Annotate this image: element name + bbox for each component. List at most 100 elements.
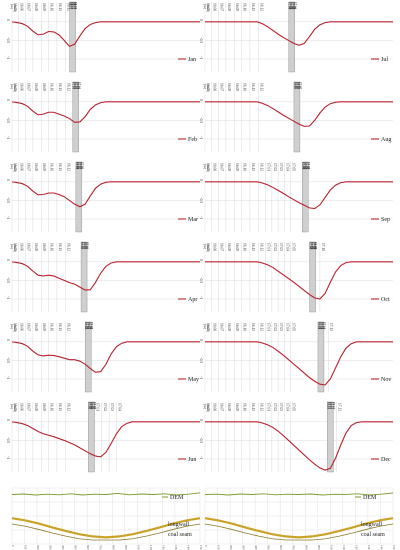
x-tick-label: 16.09: [42, 403, 46, 411]
y-tick-label: 0: [199, 99, 203, 101]
x-tick-label: 16.07: [220, 163, 224, 171]
x-tick-label: 16.07: [27, 163, 31, 171]
x-tick-label: 17.12: [338, 403, 342, 411]
x-tick-label: 16.06: [19, 163, 23, 171]
x-tick-label: 16.08: [227, 3, 231, 11]
x-tick-label: 16.09: [235, 83, 239, 91]
x-tick-label: 300: [49, 545, 53, 550]
x-tick-label: 16.08: [34, 403, 38, 411]
x-tick-label: 0: [204, 545, 208, 547]
y-tick-label: 0: [199, 419, 203, 421]
face-label: 17.03: [86, 242, 90, 250]
x-tick-label: 16.10: [50, 403, 54, 411]
x-tick-label: 100: [217, 545, 221, 550]
dem-line: [11, 492, 201, 496]
coal-seam-line: [11, 523, 201, 541]
y-tick-label: -0.5: [199, 277, 203, 283]
x-tick-label: 16.07: [27, 323, 31, 331]
x-unit-label: [date]: [13, 84, 17, 92]
longwall-label: longwall: [361, 522, 382, 528]
subsidence-line: [205, 421, 393, 471]
x-tick-label: 16.05: [206, 403, 210, 411]
face-label: 17.03: [84, 242, 88, 250]
face-band: [75, 161, 83, 233]
panel-mar: 16.05 16.06 16.07 16.08 16.09 16.10 16.11 16.12…: [6, 161, 200, 233]
subsidence-line: [11, 21, 200, 48]
x-unit-label: [date]: [13, 244, 17, 252]
dem-label: DEM: [170, 495, 184, 501]
face-label: 17.03: [81, 242, 85, 250]
face-label: 17.05: [93, 402, 97, 410]
x-tick-label: 500: [74, 545, 78, 550]
x-tick-label: 16.06: [212, 243, 216, 251]
legend-label: Nov: [381, 377, 391, 383]
face-band: [302, 161, 309, 233]
x-tick-label: 16.12: [66, 83, 70, 91]
y-tick-label: -1: [199, 216, 203, 219]
panel-sep: 16.05 16.06 16.07 16.08 16.09 16.10 16.11 16.12…: [199, 161, 393, 233]
y-tick-label: -1: [6, 296, 10, 299]
face-band: [69, 1, 76, 73]
x-tick-label: 16.11: [251, 243, 255, 251]
x-tick-label: 1400: [186, 545, 190, 550]
x-tick-label: 17.05: [292, 163, 296, 171]
face-label: 16.12: [74, 2, 78, 10]
face-label: 17.04: [90, 322, 94, 330]
face-label: 17.03: [80, 242, 84, 250]
subsidence-line: [205, 21, 393, 46]
face-label: 17.10: [323, 322, 327, 330]
x-tick-label: 16.12: [259, 163, 263, 171]
y-tick-label: -0.5: [199, 117, 203, 123]
x-tick-label: 16.08: [227, 403, 231, 411]
x-unit-label: [date]: [206, 324, 210, 332]
face-label: 17.02: [75, 162, 79, 170]
face-label: 17.10: [321, 322, 325, 330]
face-label: 17.10: [320, 322, 324, 330]
legend-label: Jan: [188, 57, 196, 63]
x-tick-label: 16.06: [212, 403, 216, 411]
x-tick-label: 16.11: [251, 323, 255, 331]
x-tick-label: 16.08: [34, 243, 38, 251]
y-tick-label: -0.5: [6, 277, 10, 283]
subsidence-line: [11, 261, 200, 291]
y-unit-label: [m]: [203, 324, 207, 329]
y-tick-label: 0: [6, 419, 10, 421]
x-tick-label: 1000: [136, 545, 140, 550]
face-label: 17.04: [84, 322, 88, 330]
face-label: 17.07: [294, 82, 298, 90]
x-tick-label: 17.04: [117, 403, 121, 411]
face-label: 17.11: [332, 402, 336, 409]
x-tick-label: 17.01: [267, 243, 271, 251]
x-tick-label: 16.07: [220, 243, 224, 251]
x-tick-label: 16.12: [66, 3, 70, 11]
x-tick-label: 600: [279, 545, 283, 550]
x-tick-label: 17.03: [110, 403, 114, 411]
face-label: 17.04: [86, 322, 90, 330]
face-band: [293, 81, 301, 153]
panel-jun: 16.05 16.06 16.07 16.08 16.09 16.10 16.11 16.12…: [6, 401, 200, 473]
x-tick-label: 16.06: [212, 163, 216, 171]
x-tick-label: 16.05: [13, 323, 17, 331]
x-unit-label: [date]: [206, 4, 210, 12]
y-tick-label: 0: [199, 259, 203, 261]
x-unit-label: [date]: [206, 164, 210, 172]
x-tick-label: 16.09: [42, 163, 46, 171]
x-tick-label: 16.09: [42, 3, 46, 11]
face-label: 17.02: [79, 162, 83, 170]
x-tick-label: 16.07: [27, 83, 31, 91]
x-tick-label: 17.03: [279, 323, 283, 331]
x-tick-label: 16.05: [206, 243, 210, 251]
x-tick-label: 16.12: [259, 403, 263, 411]
face-label: 17.06: [292, 2, 296, 10]
x-tick-label: 16.07: [220, 323, 224, 331]
legend-label: Oct: [381, 297, 390, 303]
x-tick-label: 17.03: [279, 403, 283, 411]
face-label: 16.12: [73, 2, 77, 10]
x-tick-label: 16.05: [206, 3, 210, 11]
y-tick-label: 0: [6, 179, 10, 181]
x-tick-label: 800: [304, 545, 308, 550]
x-tick-label: 16.12: [66, 243, 70, 251]
x-tick-label: 16.10: [243, 3, 247, 11]
legend-label: Feb: [188, 137, 197, 143]
